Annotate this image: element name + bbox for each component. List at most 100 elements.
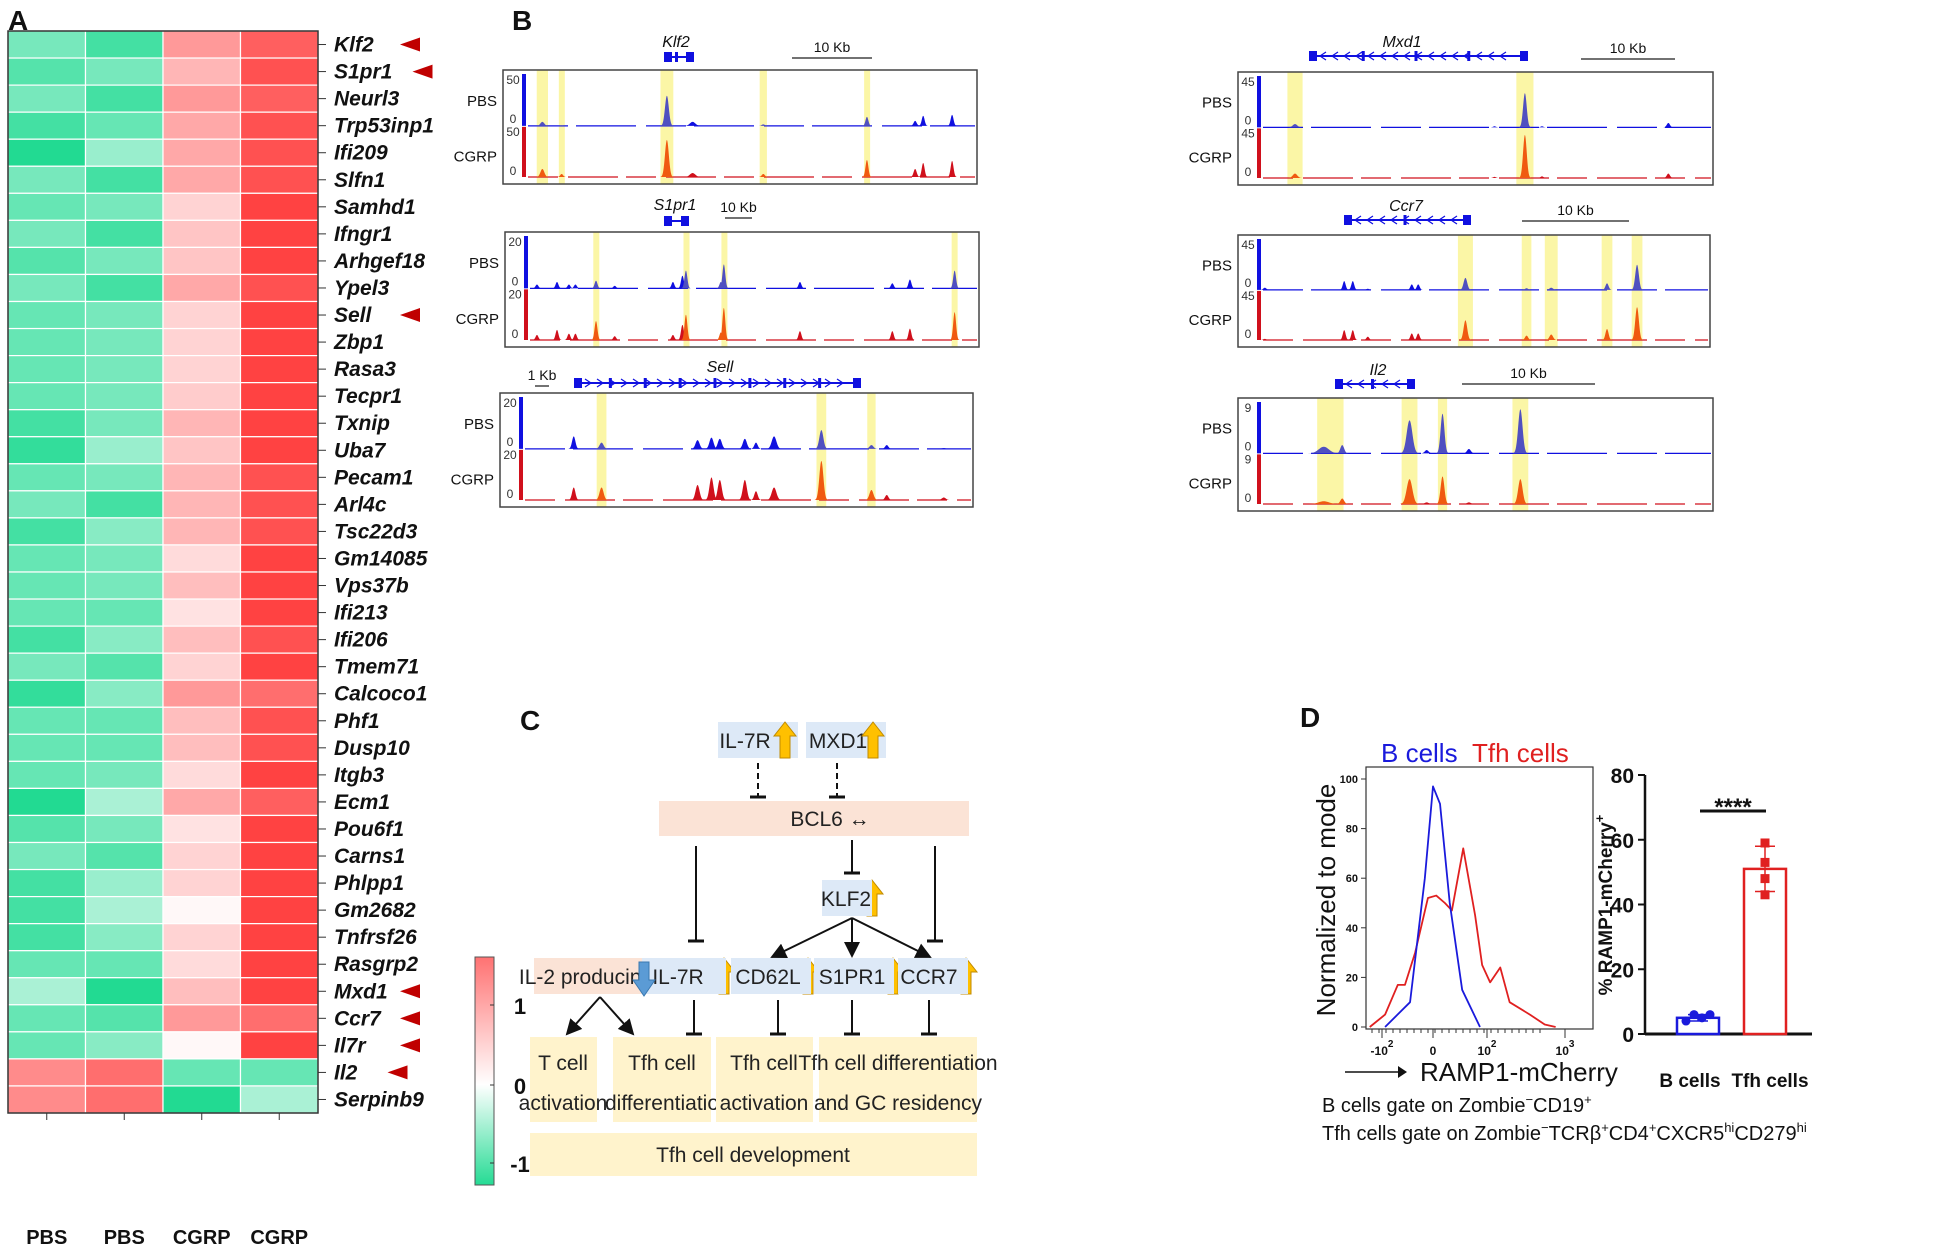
- highlight-band: [1437, 398, 1448, 511]
- peak-cgrp: [1489, 176, 1500, 178]
- peak-cgrp: [1306, 501, 1341, 504]
- y-max-label: 9: [1245, 452, 1252, 466]
- scale-bar-label: 10 Kb: [720, 199, 757, 215]
- gene-label: Trp53inp1: [334, 115, 434, 138]
- marker-arrow-icon: [400, 1011, 420, 1026]
- heatmap-cell: [162, 1004, 242, 1033]
- y-tick-label: 20: [1611, 959, 1634, 982]
- heatmap-cell: [239, 1058, 319, 1087]
- gene-label: Sell: [334, 304, 373, 327]
- heatmap-cell: [239, 273, 319, 303]
- heatmap-cell: [7, 1004, 87, 1033]
- heatmap-cell: [7, 625, 87, 654]
- heatmap-cell: [239, 517, 319, 546]
- y-max-label: 50: [506, 73, 520, 87]
- heatmap-cell: [84, 868, 164, 898]
- heatmap-cell: [239, 382, 319, 411]
- heatmap-cell: [84, 436, 164, 465]
- bcl6-label: BCL6 ↔: [790, 808, 869, 831]
- strand-arrow-icon: [1462, 51, 1471, 61]
- gene-label: Tnfrsf26: [334, 926, 417, 949]
- y-tick-label: 80: [1346, 824, 1358, 836]
- peak-pbs: [568, 436, 580, 449]
- outcome-label: Tfh cell: [730, 1052, 798, 1075]
- heatmap-cell: [7, 950, 87, 979]
- peak-cgrp: [795, 331, 805, 340]
- highlight-band: [721, 232, 728, 347]
- strand-arrow-icon: [1318, 51, 1327, 61]
- heatmap-cell: [162, 544, 242, 573]
- heatmap-cell: [84, 814, 164, 844]
- peak-cgrp: [532, 334, 542, 340]
- peak-cgrp: [609, 336, 620, 340]
- heatmap-cell: [7, 111, 87, 140]
- strand-arrow-icon: [1450, 51, 1459, 61]
- heatmap-cell: [84, 517, 164, 546]
- heatmap-frame: [7, 30, 319, 1114]
- heatmap-cell: [84, 165, 164, 194]
- peak-pbs: [1518, 93, 1531, 128]
- heatmap-cell: [162, 57, 242, 86]
- highlight-band: [660, 70, 674, 184]
- heatmap-cell: [239, 1031, 319, 1060]
- strand-arrow-icon: [680, 378, 689, 388]
- highlight-band: [536, 70, 548, 184]
- histogram-xlabel: RAMP1-mCherry: [1420, 1057, 1618, 1087]
- strand-arrow-icon: [1377, 215, 1386, 225]
- highlight-band: [1521, 235, 1532, 347]
- peak-cgrp: [1400, 479, 1420, 504]
- heatmap-cell: [239, 706, 319, 735]
- heatmap-cell: [239, 652, 319, 681]
- heatmap-cell: [162, 895, 242, 925]
- exon: [1361, 51, 1365, 61]
- development-label: Tfh cell development: [656, 1144, 850, 1167]
- heatmap-cell: [162, 300, 242, 330]
- scale-bar-label: 10 Kb: [814, 39, 851, 55]
- heatmap-cell: [162, 923, 242, 952]
- strand-arrow-icon: [800, 378, 809, 388]
- heatmap-cell: [7, 652, 87, 681]
- strand-arrow-icon: [752, 378, 761, 388]
- highlight-band: [759, 70, 767, 184]
- heatmap-cell: [239, 625, 319, 654]
- s1pr1-box: [814, 958, 894, 994]
- gene-label: Ypel3: [334, 277, 390, 300]
- peak-cgrp: [1537, 176, 1547, 178]
- heatmap-cell: [7, 787, 87, 817]
- heatmap-cell: [239, 30, 319, 59]
- peak-cgrp: [937, 497, 951, 500]
- heatmap-cell: [84, 733, 164, 762]
- strand-arrow-icon: [1474, 51, 1483, 61]
- peak-cgrp: [1521, 335, 1532, 340]
- peak-pbs: [716, 282, 726, 289]
- outcome-box: [530, 1037, 597, 1122]
- strand-arrow-icon: [1390, 51, 1399, 61]
- peak-pbs: [1306, 446, 1341, 454]
- peak-cgrp: [909, 168, 921, 177]
- peak-pbs: [1339, 281, 1349, 290]
- data-point: [1689, 1010, 1699, 1020]
- peak-pbs: [864, 445, 879, 449]
- strand-arrow-icon: [1342, 51, 1351, 61]
- heatmap-cell: [7, 679, 87, 708]
- heatmap-cell: [239, 868, 319, 898]
- peak-cgrp: [552, 329, 562, 340]
- scale-bar-label: 1 Kb: [528, 367, 557, 383]
- heatmap-cell: [7, 436, 87, 465]
- heatmap-cell: [84, 895, 164, 925]
- heatmap-cell: [84, 30, 164, 59]
- heatmap-cell: [162, 138, 242, 167]
- peak-cgrp: [1663, 173, 1674, 178]
- column-label: CGRP: [173, 1227, 231, 1249]
- heatmap-cell: [7, 814, 87, 844]
- peak-pbs: [738, 438, 752, 449]
- peak-pbs: [556, 125, 567, 126]
- heatmap-cell: [162, 165, 242, 194]
- column-label: PBS: [26, 1227, 67, 1249]
- heatmap-cell: [7, 382, 87, 411]
- heatmap-cell: [239, 679, 319, 708]
- gene-label: Arhgef18: [333, 250, 425, 273]
- heatmap-cell: [162, 760, 242, 789]
- il2-producing-label: IL-2 producing: [519, 966, 653, 989]
